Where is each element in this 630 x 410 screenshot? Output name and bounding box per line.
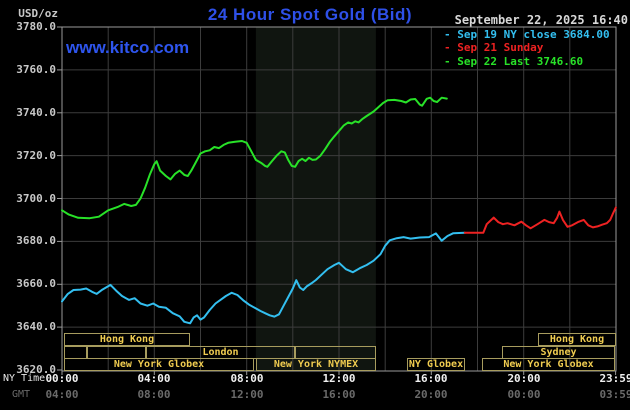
series-line-0 xyxy=(61,96,448,220)
kitco-watermark-link[interactable]: www.kitco.com xyxy=(66,38,190,57)
x-tick-label: 04:00 xyxy=(45,388,79,401)
series-line-1 xyxy=(61,231,466,325)
session-box-hong-kong: Hong Kong xyxy=(64,333,190,346)
y-tick-label: 3660.0 xyxy=(16,277,56,290)
x-tick-label: 08:00 xyxy=(137,388,171,401)
session-box-new-york-globex: New York Globex xyxy=(482,358,615,371)
x-tick-label: 16:00 xyxy=(322,388,356,401)
x-tick-label: 03:59 xyxy=(599,388,630,401)
y-tick-label: 3640.0 xyxy=(16,320,56,333)
session-box-new-york-nymex: New York NYMEX xyxy=(256,358,376,371)
y-tick-label: 3760.0 xyxy=(16,63,56,76)
chart-datetime: September 22, 2025 16:40 xyxy=(454,13,628,27)
session-box-hong-kong: Hong Kong xyxy=(538,333,616,346)
x-tick-label: 12:00 xyxy=(230,388,264,401)
y-tick-label: 3720.0 xyxy=(16,149,56,162)
x-tick-label: 00:00 xyxy=(507,388,541,401)
y-tick-label: 3680.0 xyxy=(16,234,56,247)
x-axis-row-label-ny-time: NY Time xyxy=(3,373,46,384)
x-axis-row-label-gmt: GMT xyxy=(12,389,31,400)
y-tick-label: 3620.0 xyxy=(16,363,56,376)
x-tick-label: 23:59 xyxy=(599,372,630,385)
x-tick-label: 20:00 xyxy=(414,388,448,401)
session-box-ny-globex: NY Globex xyxy=(407,358,465,371)
x-tick-label: 04:00 xyxy=(137,372,171,385)
x-tick-label: 08:00 xyxy=(230,372,264,385)
legend-item: - Sep 19 NY close 3684.00 xyxy=(444,28,610,41)
legend-item: - Sep 21 Sunday xyxy=(444,41,544,55)
chart-title: 24 Hour Spot Gold (Bid) xyxy=(207,5,413,24)
y-tick-label: 3740.0 xyxy=(16,106,56,119)
x-tick-label: 12:00 xyxy=(322,372,356,385)
x-tick-label: 16:00 xyxy=(414,372,448,385)
y-tick-label: 3780.0 xyxy=(16,20,56,33)
legend-item: - Sep 22 Last 3746.60 xyxy=(444,54,584,68)
y-tick-label: 3700.0 xyxy=(16,192,56,205)
session-box-new-york-globex: New York Globex xyxy=(64,358,254,371)
x-tick-label: 20:00 xyxy=(507,372,541,385)
x-tick-label: 00:00 xyxy=(45,372,79,385)
y-axis-unit-label: USD/oz xyxy=(18,7,58,20)
series-line-2 xyxy=(463,206,617,234)
